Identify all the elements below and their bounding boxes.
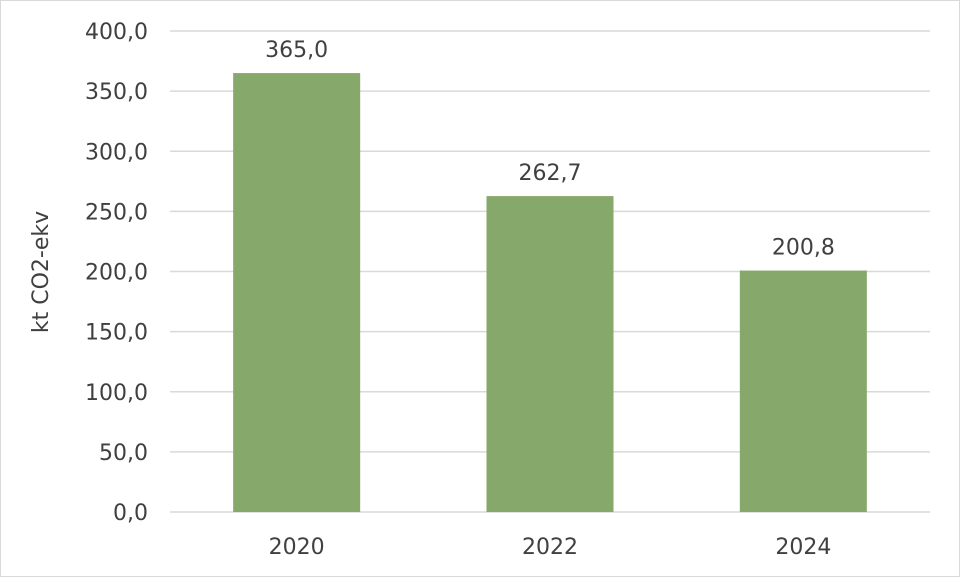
y-tick-label: 150,0 [85,321,148,346]
data-labels: 365,0 262,7 200,8 [265,38,835,260]
x-tick-label-2022: 2022 [522,535,578,560]
y-tick-label: 200,0 [85,261,148,286]
data-label-2024: 200,8 [772,236,835,261]
x-tick-label-2024: 2024 [775,535,831,560]
y-tick-label: 100,0 [85,381,148,406]
y-tick-label: 250,0 [85,200,148,225]
bar-2024 [739,270,867,512]
y-tick-label: 350,0 [85,80,148,105]
data-label-2022: 262,7 [519,161,582,186]
bar-2020 [233,73,361,513]
data-label-2020: 365,0 [265,38,328,63]
y-tick-label: 0,0 [113,501,148,526]
bars [233,73,867,513]
y-tick-label: 400,0 [85,20,148,45]
x-tick-label-2020: 2020 [269,535,325,560]
x-axis-tick-labels: 2020 2022 2024 [269,535,832,560]
y-axis-tick-labels: 0,0 50,0 100,0 150,0 200,0 250,0 300,0 350,0 400… [85,20,148,526]
bar-2022 [486,196,614,512]
y-axis-title: kt CO2-ekv [29,211,54,333]
y-tick-label: 300,0 [85,140,148,165]
y-tick-label: 50,0 [99,441,148,466]
